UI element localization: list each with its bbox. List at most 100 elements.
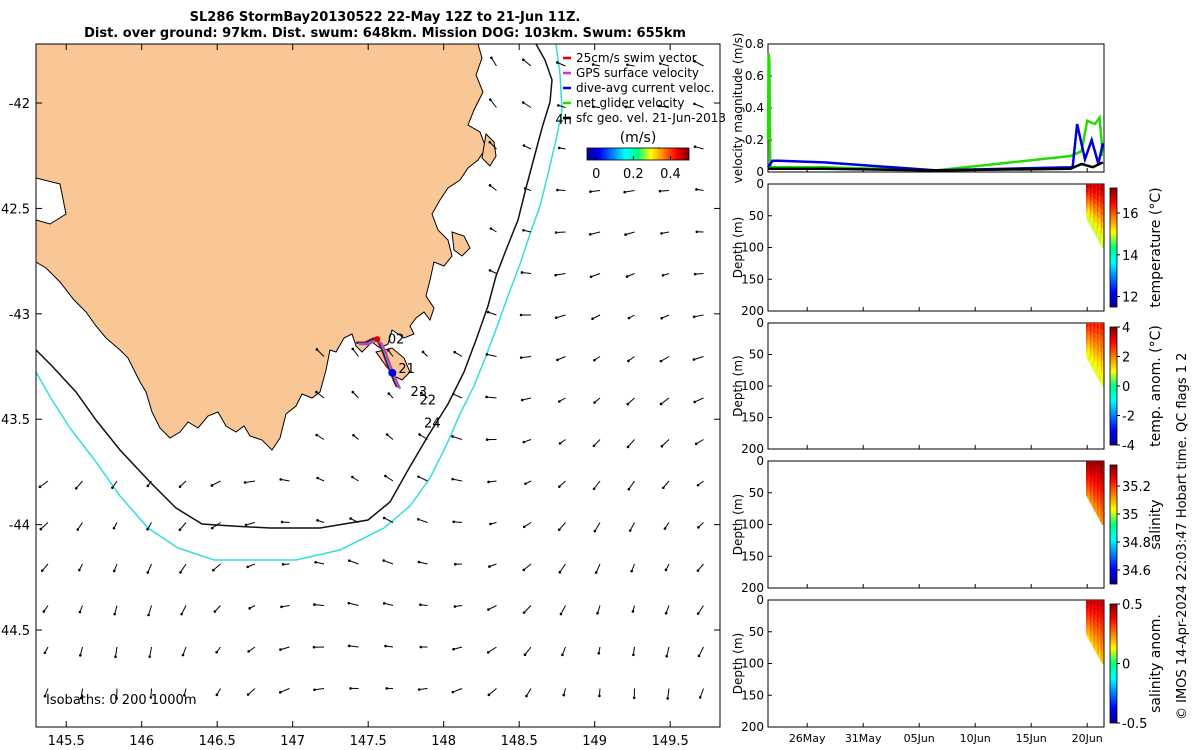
- velocity-arrow: [632, 646, 635, 655]
- profile-cell: [1101, 486, 1104, 494]
- velocity-arrowhead: [43, 651, 47, 655]
- velocity-arrowhead: [557, 104, 560, 107]
- profile-cell: [1086, 471, 1088, 476]
- profile-cell: [1095, 621, 1098, 627]
- profile-cell: [1092, 609, 1094, 615]
- velocity-arrowhead: [520, 398, 524, 402]
- velocity-arrow: [245, 522, 256, 526]
- panel-xtick-label: 20Jun: [1072, 732, 1103, 745]
- velocity-arrow: [41, 563, 49, 571]
- isobath-200m: [36, 44, 553, 529]
- velocity-arrow: [522, 397, 532, 401]
- velocity-arrowhead: [488, 184, 492, 187]
- panel-frame: [767, 43, 1105, 173]
- velocity-arrow: [523, 145, 532, 150]
- velocity-arrowhead: [382, 559, 386, 562]
- profile-cell: [1098, 351, 1100, 358]
- profile-cell: [1095, 476, 1098, 483]
- profile-cell: [1095, 615, 1098, 622]
- velocity-arrowhead: [419, 391, 423, 395]
- profile-cell: [1096, 477, 1099, 484]
- profile-cell: [1095, 631, 1098, 638]
- land-maria-island: [481, 132, 497, 167]
- profile-cell: [1093, 227, 1095, 233]
- profile-cell: [1098, 218, 1100, 225]
- panel-ytick-label: 200: [741, 442, 764, 456]
- velocity-arrowhead: [210, 484, 214, 487]
- velocity-arrow: [147, 522, 152, 530]
- track-day-label: 24: [424, 417, 441, 432]
- profile-cell: [1089, 465, 1092, 470]
- profile-cell: [1093, 342, 1095, 348]
- profile-cell: [1094, 229, 1097, 235]
- figure-title-line1: SL286 StormBay20130522 22-May 12Z to 21-…: [189, 10, 581, 25]
- panel-colorbar-label: temperature (°C): [1148, 187, 1164, 307]
- profile-cell: [1087, 494, 1089, 499]
- velocity-arrowhead: [487, 608, 490, 611]
- profile-cell: [1094, 506, 1097, 512]
- velocity-arrowhead: [178, 528, 182, 532]
- panel-ytick-label: 50: [749, 209, 764, 223]
- panel-ytick-label: 150: [741, 688, 764, 702]
- velocity-arrow: [695, 439, 704, 445]
- profile-cell: [1089, 461, 1092, 466]
- velocity-arrowhead: [149, 696, 153, 699]
- panel-ytick-label: 200: [741, 720, 764, 734]
- velocity-arrowhead: [451, 690, 455, 694]
- profile-cell: [1090, 331, 1093, 337]
- profile-cell: [1087, 611, 1089, 616]
- profile-cell: [1098, 206, 1100, 213]
- profile-cell: [1095, 605, 1098, 612]
- profile-cell: [1086, 190, 1088, 195]
- velocity-arrow: [597, 605, 601, 614]
- velocity-arrow: [179, 480, 187, 488]
- track-day-label: 22: [420, 393, 437, 408]
- profile-cell: [1089, 204, 1092, 210]
- velocity-arrow: [555, 273, 566, 276]
- velocity-arrowhead: [453, 350, 457, 354]
- profile-cell: [1086, 197, 1088, 202]
- velocity-arrowhead: [385, 687, 389, 690]
- profile-cell: [1092, 470, 1094, 476]
- profile-cell: [1100, 642, 1103, 650]
- panel-colorbar-tick-label: 0: [1122, 658, 1130, 673]
- panel-frame: [767, 460, 1105, 589]
- profile-cell: [1099, 237, 1101, 244]
- profile-cell: [1095, 636, 1098, 643]
- profile-cell: [1100, 491, 1103, 499]
- velocity-arrowhead: [180, 612, 183, 616]
- velocity-arrowhead: [417, 475, 420, 478]
- panel-ytick-label: 50: [749, 625, 764, 639]
- profile-cell: [1087, 345, 1089, 350]
- profile-cell: [1090, 353, 1093, 359]
- velocity-arrow: [149, 646, 152, 657]
- profile-cell: [1095, 610, 1098, 617]
- profile-cell: [1088, 342, 1091, 347]
- profile-cell: [1096, 504, 1099, 511]
- profile-cell: [1095, 328, 1098, 334]
- velocity-arrowhead: [39, 527, 43, 531]
- panel-2: 0 50 100 150 200 Depth (m) 4 2 0 -2 -4 temp. anom. …: [731, 316, 1164, 456]
- profile-cell: [1096, 482, 1099, 489]
- imos-credit: © IMOS 14-Apr-2024 22:03:47 Hobart time.…: [1175, 353, 1190, 720]
- profile-cell: [1095, 364, 1098, 371]
- profile-cell: [1094, 635, 1097, 641]
- velocity-arrowhead: [42, 610, 46, 613]
- velocity-arrowhead: [490, 56, 493, 60]
- profile-cell: [1092, 483, 1094, 490]
- profile-cell: [1086, 613, 1088, 618]
- profile-cell: [1100, 485, 1103, 493]
- velocity-arrow: [693, 356, 704, 360]
- profile-cell: [1096, 222, 1099, 229]
- profile-cell: [1098, 189, 1100, 196]
- profile-cell: [1094, 491, 1097, 497]
- profile-cell: [1094, 219, 1097, 225]
- profile-cell: [1099, 623, 1101, 631]
- profile-cell: [1099, 466, 1101, 474]
- velocity-arrowhead: [692, 315, 696, 319]
- profile-cell: [1096, 323, 1099, 329]
- panel-frame: [767, 183, 1105, 312]
- panel-colorbar: [1109, 326, 1118, 446]
